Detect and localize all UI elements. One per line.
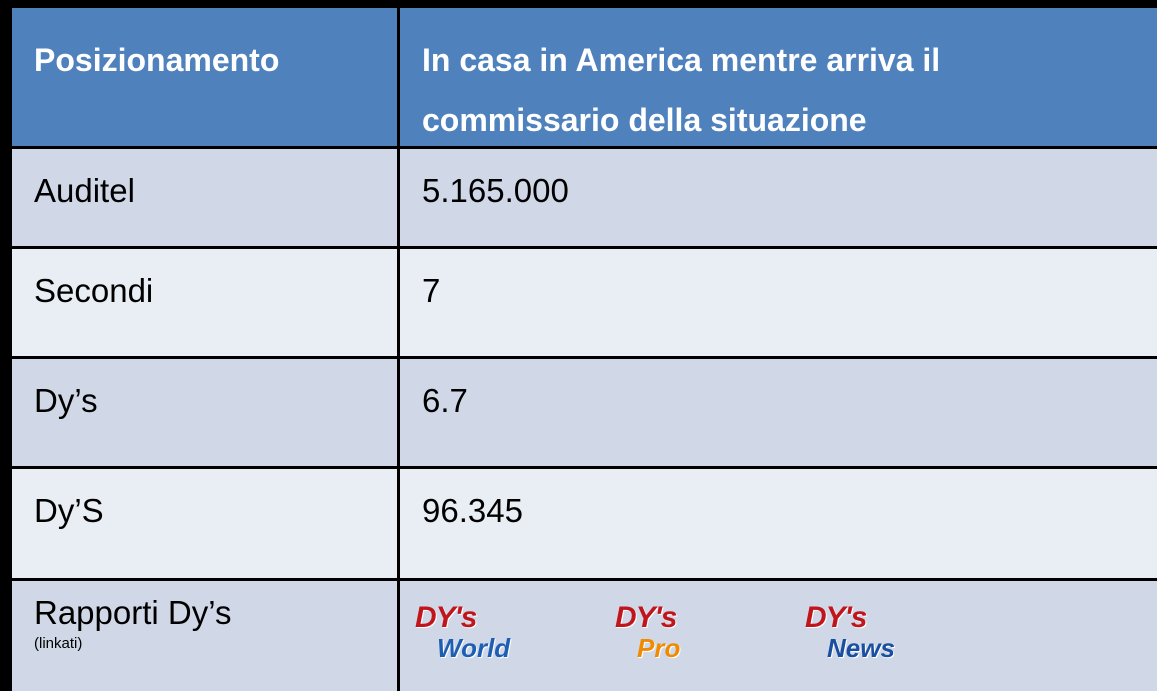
logo: DY's World xyxy=(415,601,511,664)
logo: DY's Pro xyxy=(615,601,681,664)
table-cell: Rapporti Dy’s (linkati) xyxy=(12,581,397,691)
logo-bottom: World xyxy=(437,633,511,663)
cell-label: Rapporti Dy’s xyxy=(34,594,232,631)
logo-bottom: Pro xyxy=(637,633,681,663)
table-cell: Dy’s xyxy=(12,359,397,466)
logo: DY's News xyxy=(805,601,895,664)
table-cell: 6.7 xyxy=(400,359,1157,466)
logo-top: DY's xyxy=(615,601,678,634)
table-cell: Secondi xyxy=(12,249,397,356)
logo-top: DY's xyxy=(805,601,867,634)
table-cell: 96.345 xyxy=(400,469,1157,578)
logo-cell: DY's World DY's Pro DY's News xyxy=(400,581,1157,691)
logo-bottom: News xyxy=(827,633,895,663)
table-cell: 5.165.000 xyxy=(400,149,1157,246)
header-cell: In casa in America mentre arriva il comm… xyxy=(400,8,1157,146)
table-cell: Auditel xyxy=(12,149,397,246)
table-cell: Dy’S xyxy=(12,469,397,578)
header-cell: Posizionamento xyxy=(12,8,397,146)
table-cell: 7 xyxy=(400,249,1157,356)
cell-note: (linkati) xyxy=(34,635,83,652)
logo-top: DY's xyxy=(415,601,478,634)
